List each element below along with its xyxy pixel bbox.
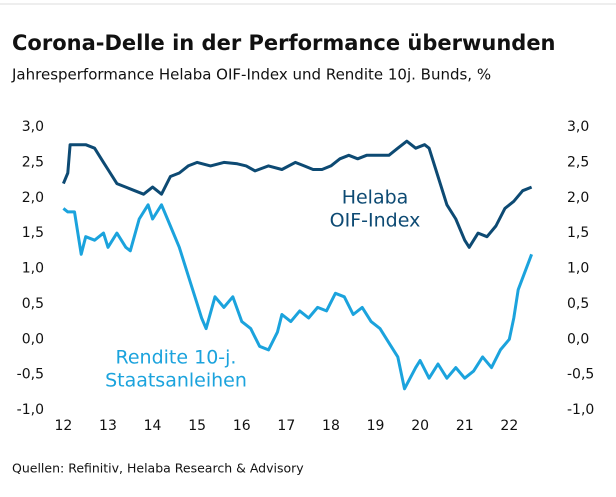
y2-tick-label: 2,0 (567, 190, 589, 206)
y-tick-label: 2,0 (22, 190, 44, 206)
x-tick-label: 15 (188, 418, 206, 434)
y2-tick-label: -1,0 (567, 402, 594, 418)
series-label: OIF-Index (330, 210, 421, 232)
y-tick-label: 1,0 (22, 261, 44, 277)
y2-tick-label: 3,0 (567, 119, 589, 135)
x-tick-label: 18 (322, 418, 340, 434)
series-label: Staatsanleihen (105, 370, 247, 392)
source: Quellen: Refinitiv, Helaba Research & Ad… (12, 461, 304, 476)
chart-title: Corona-Delle in der Performance überwund… (12, 31, 556, 55)
chart-subtitle: Jahresperformance Helaba OIF-Index und R… (11, 66, 491, 84)
y-tick-label: -0,5 (17, 367, 44, 383)
y2-tick-label: 0,5 (567, 296, 589, 312)
y2-tick-label: 1,0 (567, 261, 589, 277)
y2-tick-label: 0,0 (567, 331, 589, 347)
y2-tick-label: -0,5 (567, 367, 594, 383)
x-tick-label: 16 (233, 418, 251, 434)
y-tick-label: -1,0 (17, 402, 44, 418)
x-tick-label: 12 (54, 418, 72, 434)
x-tick-label: 14 (144, 418, 162, 434)
y-tick-label: 0,0 (22, 331, 44, 347)
x-tick-label: 19 (367, 418, 385, 434)
y2-tick-label: 1,5 (567, 225, 589, 241)
y-tick-label: 2,5 (22, 154, 44, 170)
x-tick-label: 17 (277, 418, 295, 434)
x-tick-label: 20 (411, 418, 429, 434)
x-tick-label: 21 (456, 418, 474, 434)
series-line (62, 139, 533, 249)
series-label: Helaba (342, 187, 409, 209)
x-tick-label: 13 (99, 418, 117, 434)
x-tick-label: 22 (500, 418, 518, 434)
series-label: Rendite 10-j. (116, 347, 237, 369)
series-line (62, 203, 534, 391)
y2-tick-label: 2,5 (567, 154, 589, 170)
y-tick-label: 0,5 (22, 296, 44, 312)
y-tick-label: 3,0 (22, 119, 44, 135)
y-tick-label: 1,5 (22, 225, 44, 241)
